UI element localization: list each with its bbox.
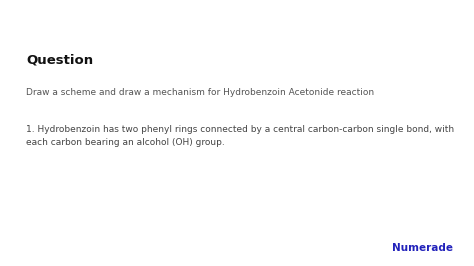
Text: 1. Hydrobenzoin has two phenyl rings connected by a central carbon-carbon single: 1. Hydrobenzoin has two phenyl rings con… [26,125,454,147]
Text: Question: Question [26,53,93,66]
Text: Draw a scheme and draw a mechanism for Hydrobenzoin Acetonide reaction: Draw a scheme and draw a mechanism for H… [26,88,374,97]
Text: Numerade: Numerade [392,243,453,253]
